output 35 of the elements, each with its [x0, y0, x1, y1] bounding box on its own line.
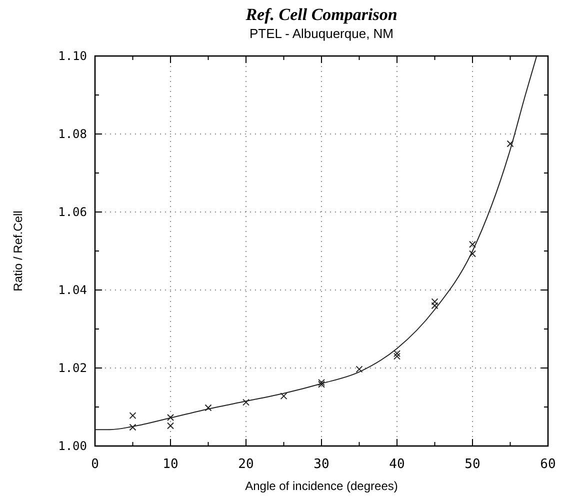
point [356, 366, 363, 373]
point [431, 302, 438, 310]
y-axis-title: Ratio / Ref.Cell [11, 210, 25, 292]
point [506, 140, 514, 148]
y-tick-label: 1.08 [58, 127, 87, 141]
line-series [95, 56, 538, 430]
x-axis-title: Angle of incidence (degrees) [245, 479, 398, 493]
point [394, 350, 400, 358]
point [242, 398, 250, 406]
point [318, 378, 325, 386]
y-tick-label: 1.04 [58, 283, 87, 297]
chart-title: Ref. Cell Comparison [244, 5, 398, 24]
point [167, 422, 174, 430]
y-tick-label: 1.00 [58, 439, 87, 453]
x-tick-label: 10 [162, 457, 178, 472]
x-tick-label: 60 [540, 457, 556, 472]
x-tick-label: 50 [464, 457, 480, 472]
point [167, 414, 174, 422]
point [431, 298, 438, 306]
x-tick-label: 40 [389, 457, 405, 472]
x-tick-label: 20 [238, 457, 254, 472]
point [469, 250, 476, 258]
y-tick-label: 1.10 [58, 49, 87, 63]
point [129, 424, 136, 431]
point [318, 380, 325, 388]
y-tick-label: 1.02 [58, 361, 87, 375]
point [204, 404, 212, 412]
x-tick-label: 30 [314, 457, 330, 472]
y-tick-label: 1.06 [58, 205, 87, 219]
point [280, 392, 288, 400]
point [394, 352, 400, 360]
x-tick-label: 0 [91, 457, 99, 472]
point [469, 240, 476, 248]
point [129, 412, 136, 420]
chart-subtitle: PTEL - Albuquerque, NM [249, 26, 394, 41]
